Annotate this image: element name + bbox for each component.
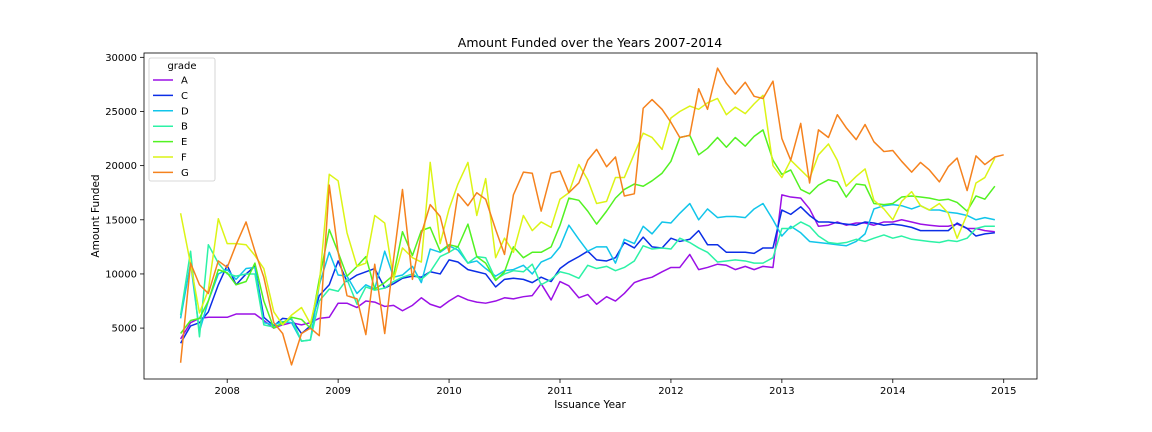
y-tick-label: 25000 — [105, 107, 137, 118]
y-tick-label: 15000 — [105, 215, 137, 226]
x-tick-label: 2011 — [547, 386, 572, 397]
y-axis: 5000 10000 15000 20000 25000 30000 — [105, 53, 144, 335]
legend-label-F: F — [181, 153, 187, 164]
x-tick-label: 2008 — [214, 386, 239, 397]
series-line-D — [179, 202, 996, 342]
series-line-A — [179, 194, 995, 340]
y-tick-label: 10000 — [105, 269, 137, 280]
legend-label-G: G — [181, 168, 189, 179]
x-tick-label: 2012 — [658, 386, 683, 397]
legend-label-E: E — [181, 137, 187, 148]
x-tick-label: 2013 — [769, 386, 794, 397]
legend-box — [148, 57, 216, 182]
y-tick-label: 5000 — [112, 324, 137, 335]
y-tick-label: 20000 — [105, 161, 137, 172]
x-tick-label: 2015 — [991, 386, 1016, 397]
legend-label-D: D — [181, 106, 189, 117]
x-tick-label: 2009 — [325, 386, 350, 397]
legend-label-A: A — [181, 76, 188, 87]
x-tick-label: 2010 — [436, 386, 461, 397]
chart-title: Amount Funded over the Years 2007-2014 — [458, 35, 722, 50]
legend-label-C: C — [181, 91, 188, 102]
series-line-C — [179, 206, 995, 344]
plot-frame — [143, 52, 1038, 380]
series-line-G — [179, 67, 1004, 366]
x-axis: 2008 2009 2010 2011 2012 2013 2014 2015 — [214, 379, 1016, 397]
y-tick-label: 30000 — [105, 53, 137, 64]
series-line-F — [179, 94, 996, 326]
legend-title: grade — [167, 61, 196, 72]
x-axis-label: Issuance Year — [554, 399, 626, 411]
y-axis-label: Amount Funded — [90, 174, 102, 257]
legend-label-B: B — [181, 122, 188, 133]
plot-area — [179, 67, 1004, 366]
x-tick-label: 2014 — [880, 386, 905, 397]
series-line-B — [179, 221, 995, 342]
